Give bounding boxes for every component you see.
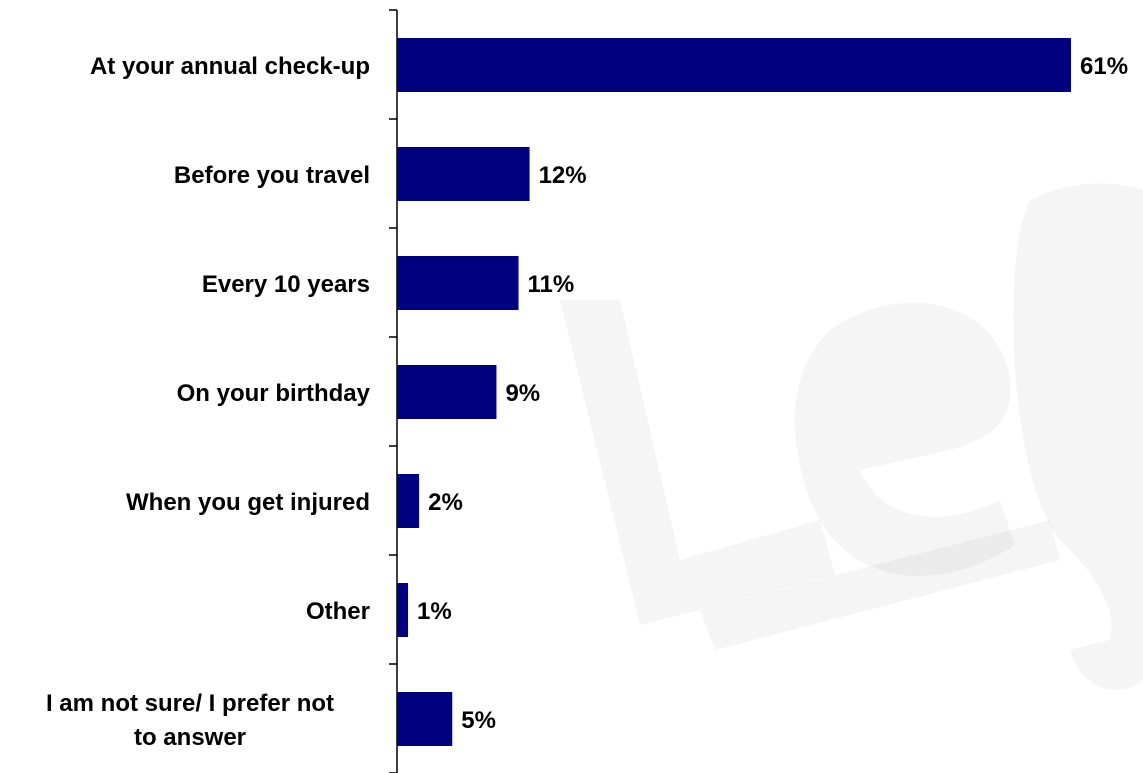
- bar: [397, 147, 530, 201]
- value-label: 2%: [428, 489, 463, 516]
- watermark-letter-g: [1013, 183, 1143, 690]
- labels-layer: 61% At your annual check-up 12% Before you …: [46, 53, 1128, 751]
- category-label: When you get injured: [126, 489, 370, 516]
- category-label: Every 10 years: [202, 271, 370, 298]
- category-label: Before you travel: [174, 162, 370, 189]
- watermark-letter-e: [794, 302, 1015, 577]
- bar: [397, 256, 519, 310]
- bars-layer: [397, 38, 1071, 746]
- category-label: At your annual check-up: [90, 53, 370, 80]
- value-label: 5%: [461, 707, 496, 734]
- bar: [397, 474, 420, 528]
- watermark: [560, 183, 1143, 690]
- watermark-wordmark: [700, 520, 1060, 650]
- category-label: I am not sure/ I prefer not to answer: [46, 690, 334, 751]
- bar: [397, 583, 409, 637]
- category-label: Other: [306, 598, 370, 625]
- axis-layer: [389, 9, 398, 773]
- bar: [397, 692, 453, 746]
- bar: [397, 365, 497, 419]
- value-label: 12%: [539, 162, 587, 189]
- watermark-letter-l: [560, 300, 835, 625]
- value-label: 61%: [1080, 53, 1128, 80]
- value-label: 1%: [417, 598, 452, 625]
- category-label: On your birthday: [177, 380, 371, 407]
- bar: [397, 38, 1071, 92]
- value-label: 11%: [528, 271, 575, 298]
- value-label: 9%: [505, 380, 540, 407]
